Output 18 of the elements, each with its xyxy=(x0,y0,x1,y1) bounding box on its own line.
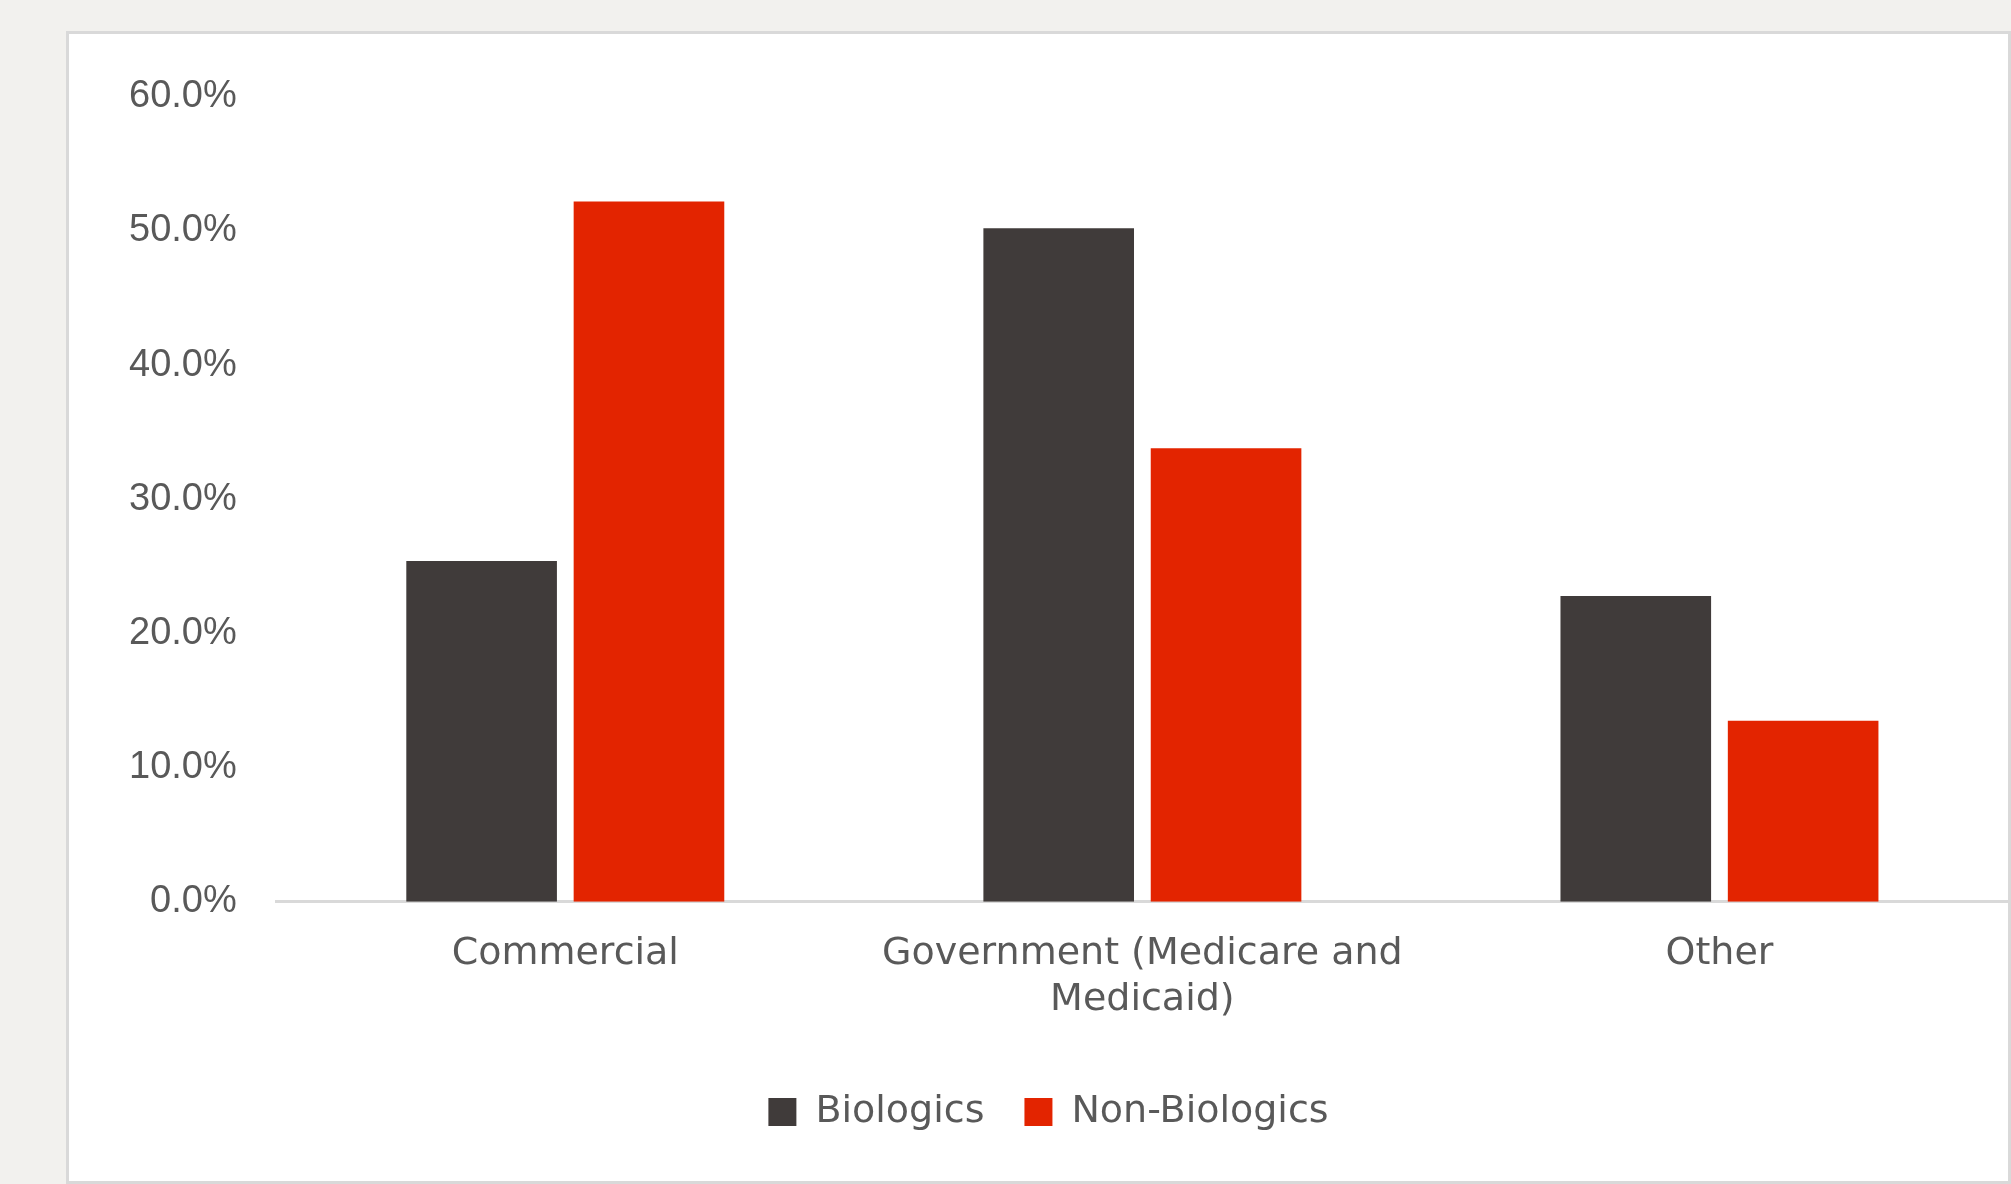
bar xyxy=(983,228,1135,902)
y-tick-label: 40.0% xyxy=(129,341,237,384)
y-tick-label: 60.0% xyxy=(129,73,237,116)
y-tick-label: 10.0% xyxy=(129,744,237,787)
y-tick-label: 0.0% xyxy=(150,878,237,921)
bar xyxy=(1150,448,1302,902)
x-tick-label: Government (Medicare and Medicaid) xyxy=(882,929,1403,1020)
y-tick-label: 30.0% xyxy=(129,475,237,518)
y-tick-label: 20.0% xyxy=(129,609,237,652)
y-tick-label: 50.0% xyxy=(129,207,237,250)
bar xyxy=(573,201,725,902)
x-tick-label: Commercial xyxy=(451,929,679,974)
legend-label: Biologics xyxy=(815,1086,985,1131)
bar xyxy=(1727,720,1879,902)
legend-label: Non-Biologics xyxy=(1071,1086,1329,1131)
x-tick-label: Other xyxy=(1665,929,1774,974)
bar xyxy=(1560,595,1712,902)
bar xyxy=(406,561,557,902)
